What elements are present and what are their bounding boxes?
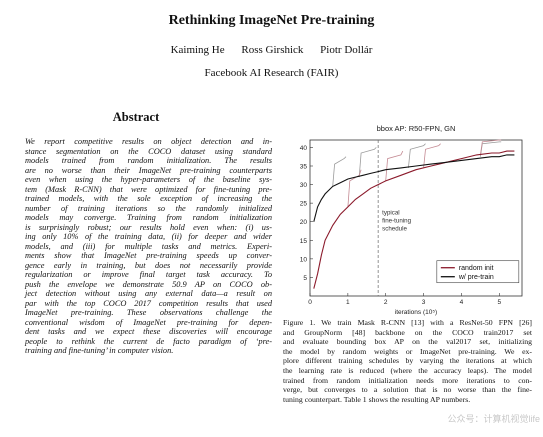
plot-frame: [309, 139, 523, 297]
legend-label: random init: [459, 265, 494, 272]
y-tick-label: 25: [300, 201, 308, 208]
author-name: Kaiming He: [170, 44, 225, 56]
abstract-line: even when using the hyper-parameters of …: [25, 175, 272, 184]
figure-caption: Figure 1. We train Mask R-CNN [13] with …: [283, 318, 532, 404]
abstract-line: models, and (iii) for multiple tasks and…: [25, 241, 272, 251]
abstract-line: number of training iterations so the ran…: [25, 203, 272, 213]
abstract-line: stance segmentation on the COCO dataset …: [25, 146, 272, 156]
chart-title: bbox AP: R50-FPN, GN: [377, 124, 456, 133]
y-tick-label: 30: [300, 182, 308, 189]
y-tick-label: 40: [300, 145, 308, 152]
abstract-line: people to rethink the current de facto p…: [25, 336, 272, 346]
abstract-line: conventional wisdom of ImageNet pre-trai…: [25, 317, 272, 327]
author-name: Piotr Dollár: [320, 44, 373, 56]
legend-box: [436, 260, 520, 284]
abstract-line: ImageNet pre-training. These observation…: [25, 308, 272, 317]
line-chart: bbox AP: R50-FPN, GN 5 10 15 20 25 30 35 40 0 1 2 3 4…: [300, 124, 523, 316]
affiliation: Facebook AI Research (FAIR): [204, 67, 339, 79]
caption-line: tuning counterpart. Table 1 shows the re…: [283, 394, 471, 404]
random-init-step-curve: [347, 169, 362, 207]
figure-chart: bbox AP: R50-FPN, GN 5 10 15 20 25 30 35 40 0 1 2 3 4…: [282, 118, 530, 318]
abstract-line: par with the top COCO 2017 competition r…: [25, 298, 272, 308]
caption-line: Figure 1. We train Mask R-CNN [13] with …: [283, 318, 532, 327]
legend-label: w/ pre-train: [458, 274, 494, 281]
caption-line: the model by random weights or ImageNet …: [283, 346, 532, 356]
abstract-line: regularization or improve final target t…: [25, 270, 272, 279]
x-axis-label: iterations (10⁵): [395, 309, 437, 316]
y-tick-label: 15: [300, 238, 308, 245]
pretrain-step-curve: [332, 156, 347, 187]
y-tick-label: 35: [300, 164, 308, 171]
abstract-line: is surprisingly robust; our results hold…: [25, 222, 272, 232]
author-list: Kaiming He Ross Girshick Piotr Dollár: [0, 44, 543, 56]
x-tick-label: 4: [460, 299, 464, 306]
y-tick-label: 20: [300, 219, 308, 226]
x-tick-label: 2: [384, 299, 388, 306]
x-tick-label: 0: [308, 299, 312, 306]
random-init-series-line: [313, 150, 515, 289]
schedule-annotation: typical: [382, 209, 400, 216]
schedule-annotation: fine-tuning: [382, 217, 411, 224]
caption-line: trained from random initialization needs…: [283, 375, 532, 385]
paper-title: Rethinking ImageNet Pre-training: [168, 13, 375, 28]
abstract-body: We report competitive results on object …: [25, 137, 272, 356]
watermark: 公众号：计算机视觉life: [447, 414, 540, 424]
pretrain-step-curve: [358, 147, 377, 178]
abstract-line: ject detection without using any externa…: [25, 289, 272, 298]
abstract-line: models trained from random initializatio…: [25, 156, 272, 165]
caption-line: the learning rate is reduced (where the …: [283, 365, 532, 375]
abstract-line: are no worse than their ImageNet pre-tra…: [25, 165, 272, 175]
abstract-line: ing only 10% of the training data, (ii) …: [25, 232, 272, 241]
x-tick-label: 1: [346, 299, 350, 306]
abstract-line: push the envelope we demonstrate 50.9 AP…: [25, 279, 272, 289]
y-tick-label: 5: [303, 275, 307, 282]
x-tick-label: 3: [422, 299, 426, 306]
caption-line: verge, but converges to a solution that …: [283, 385, 532, 395]
random-init-step-curve: [423, 143, 441, 168]
pretrain-series-line: [313, 154, 515, 222]
abstract-line: tem (Mask R-CNN) that were optimized for…: [25, 184, 272, 194]
caption-line: and evaluate bounding box AP on the val2…: [283, 337, 532, 347]
abstract-line: gence early in training, but does not ne…: [25, 260, 272, 270]
abstract-line: models may converge. Training from rando…: [25, 213, 272, 222]
random-init-step-curve: [385, 150, 404, 181]
caption-line: plore different training schedules by va…: [283, 356, 532, 366]
abstract-line: trained models, with the sole exception …: [25, 194, 272, 203]
x-tick-label: 5: [497, 299, 501, 306]
abstract-line: ments show that ImageNet pre-training sp…: [25, 251, 272, 260]
abstract-line: dent tasks and we expect these discoveri…: [25, 327, 272, 336]
abstract-line: training and fine-tuning’ in computer vi…: [25, 346, 174, 355]
y-tick-label: 10: [300, 256, 308, 263]
author-name: Ross Girshick: [241, 44, 304, 56]
abstract-heading: Abstract: [112, 110, 160, 124]
schedule-annotation: schedule: [382, 225, 407, 232]
pretrain-step-curve: [408, 143, 426, 168]
abstract-line: We report competitive results on object …: [25, 137, 272, 146]
random-init-step-curve: [480, 139, 502, 155]
caption-line: and GroupNorm [48] backbone on the COCO …: [283, 327, 532, 337]
